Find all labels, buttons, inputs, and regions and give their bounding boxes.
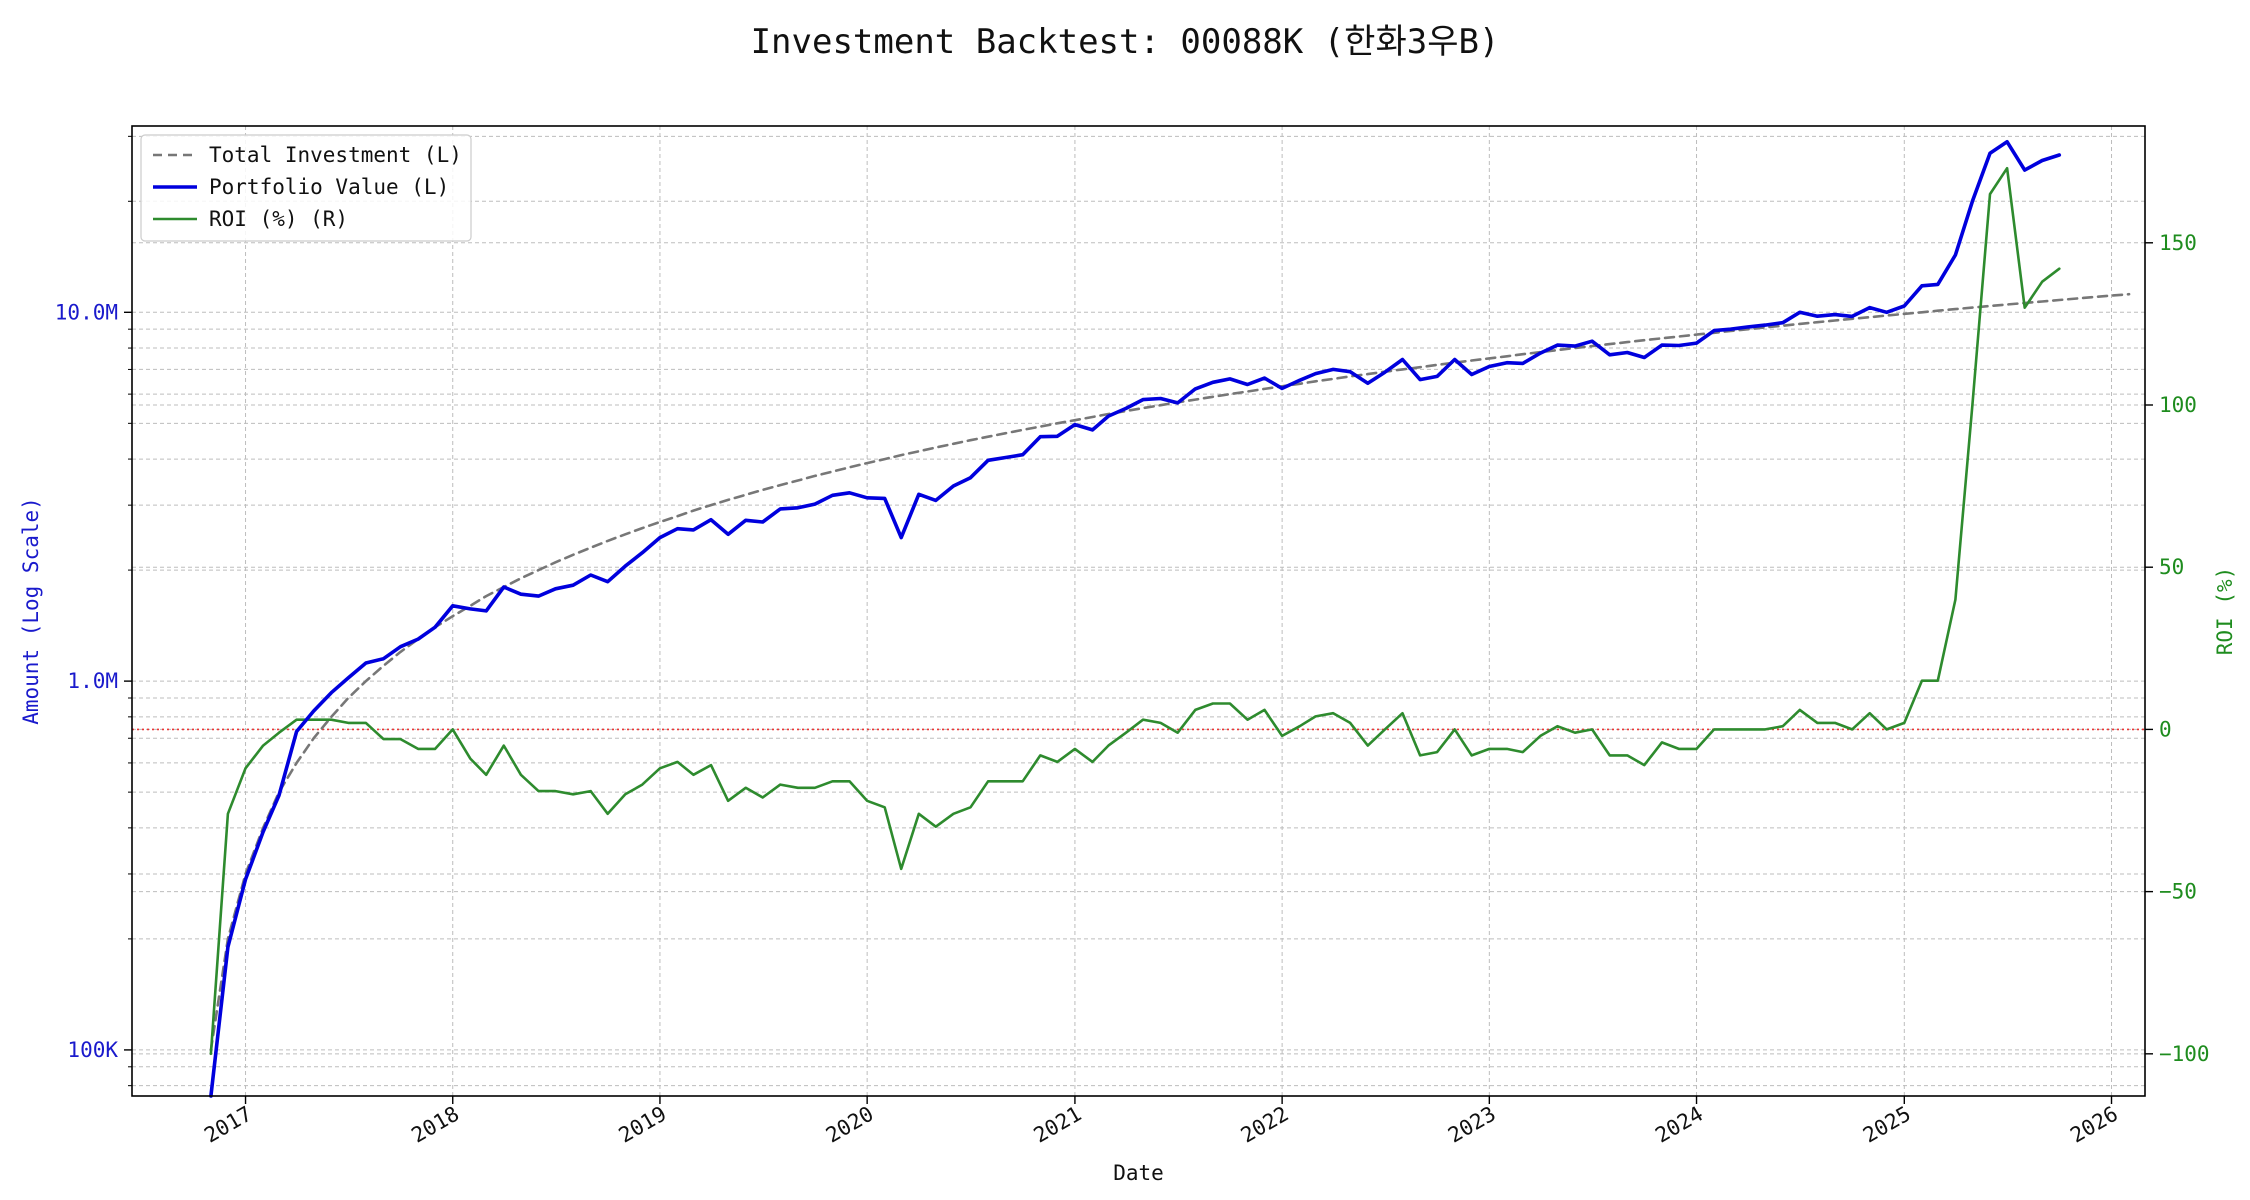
plot-frame [131,125,2146,1097]
y-axis-right-label: ROI (%) [2213,567,2237,656]
y-right-tick-label: 0 [2159,717,2172,741]
y-right-tick-label: −100 [2159,1042,2210,1066]
y-right-tick-label: −50 [2159,880,2197,904]
x-tick-label: 2018 [407,1102,463,1148]
y-right-tick-label: 50 [2159,555,2184,579]
y-right-tick-label: 100 [2159,393,2197,417]
x-tick-label: 2026 [2066,1102,2122,1148]
x-tick-label: 2025 [1859,1102,1915,1148]
x-axis-label: Date [1113,1161,1164,1185]
y-axis-right: −100 −50 0 50 100 150 [2145,231,2210,1066]
chart-title: Investment Backtest: 00088K (한화3우B) [750,22,1500,62]
y-left-tick-label: 10.0M [55,300,118,324]
y-left-tick-label: 1.0M [67,669,118,693]
legend-entry: Portfolio Value (L) [209,175,449,199]
y-left-tick-label: 100K [67,1038,118,1062]
y-axis-left-label: Amount (Log Scale) [19,497,43,725]
legend-box [140,134,472,242]
legend: Total Investment (L) Portfolio Value (L) R… [140,134,472,242]
x-tick-label: 2021 [1030,1102,1086,1148]
legend-entry: ROI (%) (R) [209,207,348,231]
x-axis: 2017 2018 2019 2020 2021 2022 2023 2024 2025 2026 [200,1096,2122,1148]
x-tick-label: 2017 [200,1102,256,1148]
x-tick-label: 2020 [822,1102,878,1148]
roi-line [209,166,2061,1056]
legend-entry: Total Investment (L) [209,143,462,167]
y-axis-left: 100K 1.0M 10.0M [55,135,132,1087]
total-investment-line [209,292,2131,1052]
x-tick-label: 2023 [1444,1102,1500,1148]
x-tick-label: 2019 [615,1102,671,1148]
x-tick-label: 2022 [1237,1102,1293,1148]
series-layer [209,140,2131,1098]
grid-lines [132,126,2145,1096]
portfolio-value-line [209,140,2062,1098]
x-tick-label: 2024 [1651,1102,1707,1148]
y-right-tick-label: 150 [2159,231,2197,255]
